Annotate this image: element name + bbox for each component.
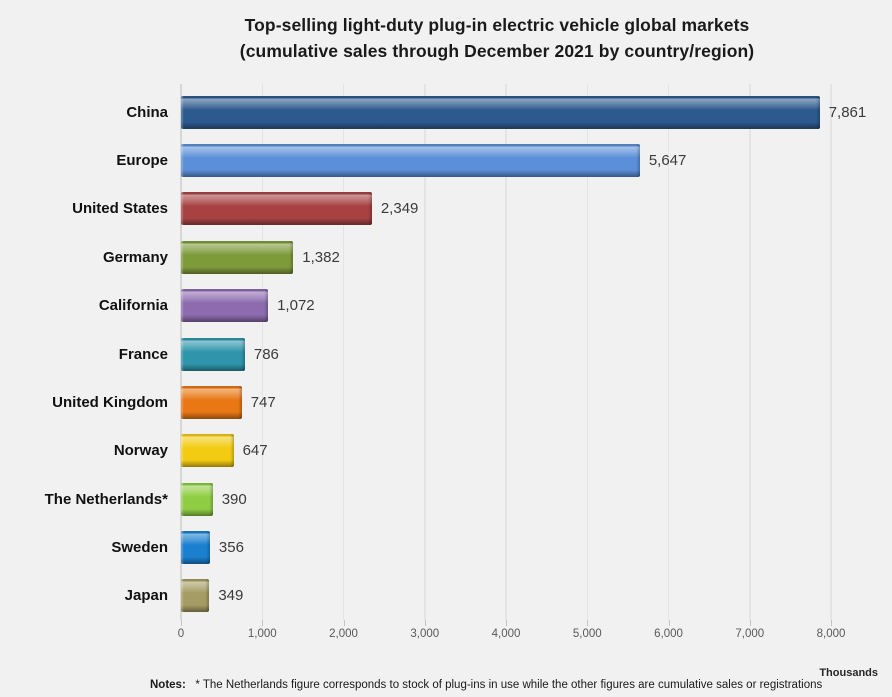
- bar-row: 356: [181, 530, 831, 564]
- category-label: Sweden: [111, 538, 168, 556]
- category-label: Japan: [124, 587, 168, 605]
- bar-row: 647: [181, 434, 831, 468]
- bar-row: 1,072: [181, 289, 831, 323]
- category-axis: China Europe United States Germany Californi…: [0, 88, 168, 620]
- gridline: [424, 84, 426, 620]
- category-label: California: [98, 297, 168, 315]
- gridline: [830, 84, 832, 620]
- bar-row: 2,349: [181, 192, 831, 226]
- category-label: China: [126, 103, 168, 121]
- notes: Notes: * The Netherlands figure correspo…: [150, 679, 822, 691]
- bar-row: 5,647: [181, 144, 831, 178]
- x-tick-mark: [424, 620, 426, 626]
- value-label: 2,349: [380, 200, 419, 218]
- category-label: United Kingdom: [52, 393, 168, 411]
- bar-united-states: [181, 192, 372, 226]
- bar-japan: [181, 579, 210, 613]
- gridline: [586, 84, 588, 620]
- x-tick-label: 4,000: [491, 628, 521, 640]
- value-label: 390: [221, 490, 247, 508]
- category-label: Europe: [116, 152, 168, 170]
- bar-china: [181, 95, 820, 129]
- bar-norway: [181, 434, 234, 468]
- plot-area: 7,861 5,647 2,349 1,382 1,072 786 747 647 390 356…: [180, 84, 866, 626]
- x-tick-label: 5,000: [572, 628, 602, 640]
- x-tick-label: 7,000: [735, 628, 765, 640]
- chart-title: Top-selling light-duty plug-in electric …: [244, 15, 750, 35]
- x-tick-mark: [668, 620, 670, 626]
- x-tick-label: 1,000: [247, 628, 277, 640]
- bar-germany: [181, 240, 294, 274]
- chart-subtitle: (cumulative sales through December 2021 …: [239, 41, 755, 61]
- x-tick-mark: [831, 620, 832, 626]
- bar-row: 747: [181, 385, 831, 419]
- x-tick-mark: [262, 620, 264, 626]
- bar-row: 349: [181, 579, 831, 613]
- gridline: [749, 84, 751, 620]
- x-axis: 0 1,000 2,000 3,000 4,000 5,000 6,000 7,000 8,00…: [0, 628, 892, 648]
- value-label: 1,382: [302, 248, 340, 266]
- value-label: 747: [250, 393, 276, 411]
- x-tick-label: 0: [177, 628, 185, 640]
- chart-title-block: Top-selling light-duty plug-in electric …: [100, 12, 892, 64]
- bar-row: 390: [181, 482, 831, 516]
- x-tick-label: 2,000: [329, 628, 358, 640]
- gridline: [342, 84, 345, 620]
- category-label: Norway: [113, 442, 168, 460]
- value-label: 5,647: [648, 152, 687, 170]
- x-tick-label: 8,000: [816, 628, 846, 640]
- axis-unit-label: Thousands: [819, 667, 878, 679]
- x-tick-mark: [749, 620, 751, 626]
- x-tick-label: 6,000: [654, 628, 683, 640]
- value-label: 349: [218, 587, 244, 605]
- bar-united-kingdom: [181, 385, 242, 419]
- gridline: [261, 84, 263, 620]
- bar-the-netherlands: [181, 482, 213, 516]
- x-tick-mark: [587, 620, 589, 626]
- gridline: [505, 84, 507, 620]
- bar-california: [181, 289, 269, 323]
- category-label: The Netherlands*: [44, 490, 168, 508]
- value-label: 356: [218, 538, 244, 556]
- value-label: 647: [242, 442, 268, 460]
- gridline: [667, 84, 670, 620]
- value-label: 1,072: [277, 297, 315, 315]
- category-label: United States: [72, 200, 168, 218]
- category-label: Germany: [102, 248, 168, 266]
- x-tick-mark: [506, 620, 507, 626]
- bar-sweden: [181, 530, 210, 564]
- bar-row: 786: [181, 337, 831, 371]
- value-label: 786: [253, 345, 279, 363]
- bar-france: [181, 337, 245, 371]
- category-label: France: [118, 345, 168, 363]
- value-label: 7,861: [828, 103, 867, 121]
- bar-europe: [181, 144, 640, 178]
- notes-label: Notes:: [150, 679, 186, 691]
- bar-row: 1,382: [181, 240, 831, 274]
- x-tick-mark: [343, 620, 345, 626]
- x-tick-label: 3,000: [410, 628, 440, 640]
- notes-text: * The Netherlands figure corresponds to …: [195, 679, 823, 691]
- bar-row: 7,861: [181, 95, 866, 129]
- x-tick-mark: [181, 620, 182, 626]
